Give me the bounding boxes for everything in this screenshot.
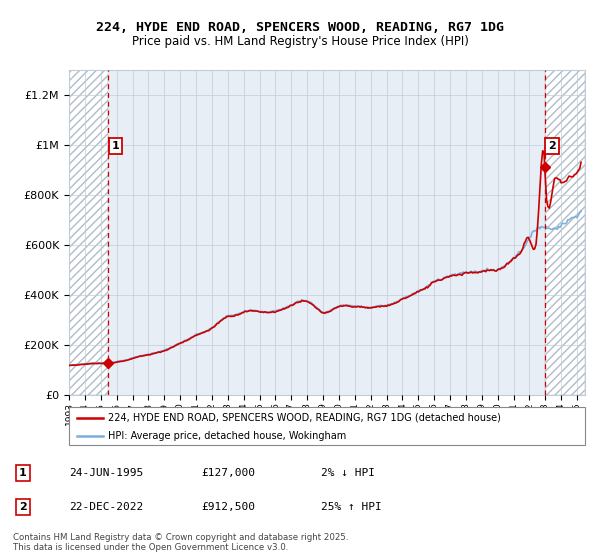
Text: 1: 1 (112, 141, 119, 151)
Bar (69, 70, 109, 395)
Bar (545, 70, 585, 395)
Text: 25% ↑ HPI: 25% ↑ HPI (321, 502, 382, 512)
Text: £127,000: £127,000 (201, 468, 255, 478)
Bar (69, 70, 109, 395)
Text: 224, HYDE END ROAD, SPENCERS WOOD, READING, RG7 1DG: 224, HYDE END ROAD, SPENCERS WOOD, READI… (96, 21, 504, 34)
Text: £912,500: £912,500 (201, 502, 255, 512)
Bar (545, 70, 585, 395)
Text: 2% ↓ HPI: 2% ↓ HPI (321, 468, 375, 478)
Text: This data is licensed under the Open Government Licence v3.0.: This data is licensed under the Open Gov… (13, 543, 289, 552)
Text: 1: 1 (19, 468, 26, 478)
Text: Price paid vs. HM Land Registry's House Price Index (HPI): Price paid vs. HM Land Registry's House … (131, 35, 469, 48)
Text: 224, HYDE END ROAD, SPENCERS WOOD, READING, RG7 1DG (detached house): 224, HYDE END ROAD, SPENCERS WOOD, READI… (108, 413, 500, 423)
Text: 2: 2 (19, 502, 26, 512)
Text: 24-JUN-1995: 24-JUN-1995 (69, 468, 143, 478)
Text: 22-DEC-2022: 22-DEC-2022 (69, 502, 143, 512)
Text: 2: 2 (548, 141, 556, 151)
Text: Contains HM Land Registry data © Crown copyright and database right 2025.: Contains HM Land Registry data © Crown c… (13, 533, 349, 542)
Text: HPI: Average price, detached house, Wokingham: HPI: Average price, detached house, Woki… (108, 431, 346, 441)
